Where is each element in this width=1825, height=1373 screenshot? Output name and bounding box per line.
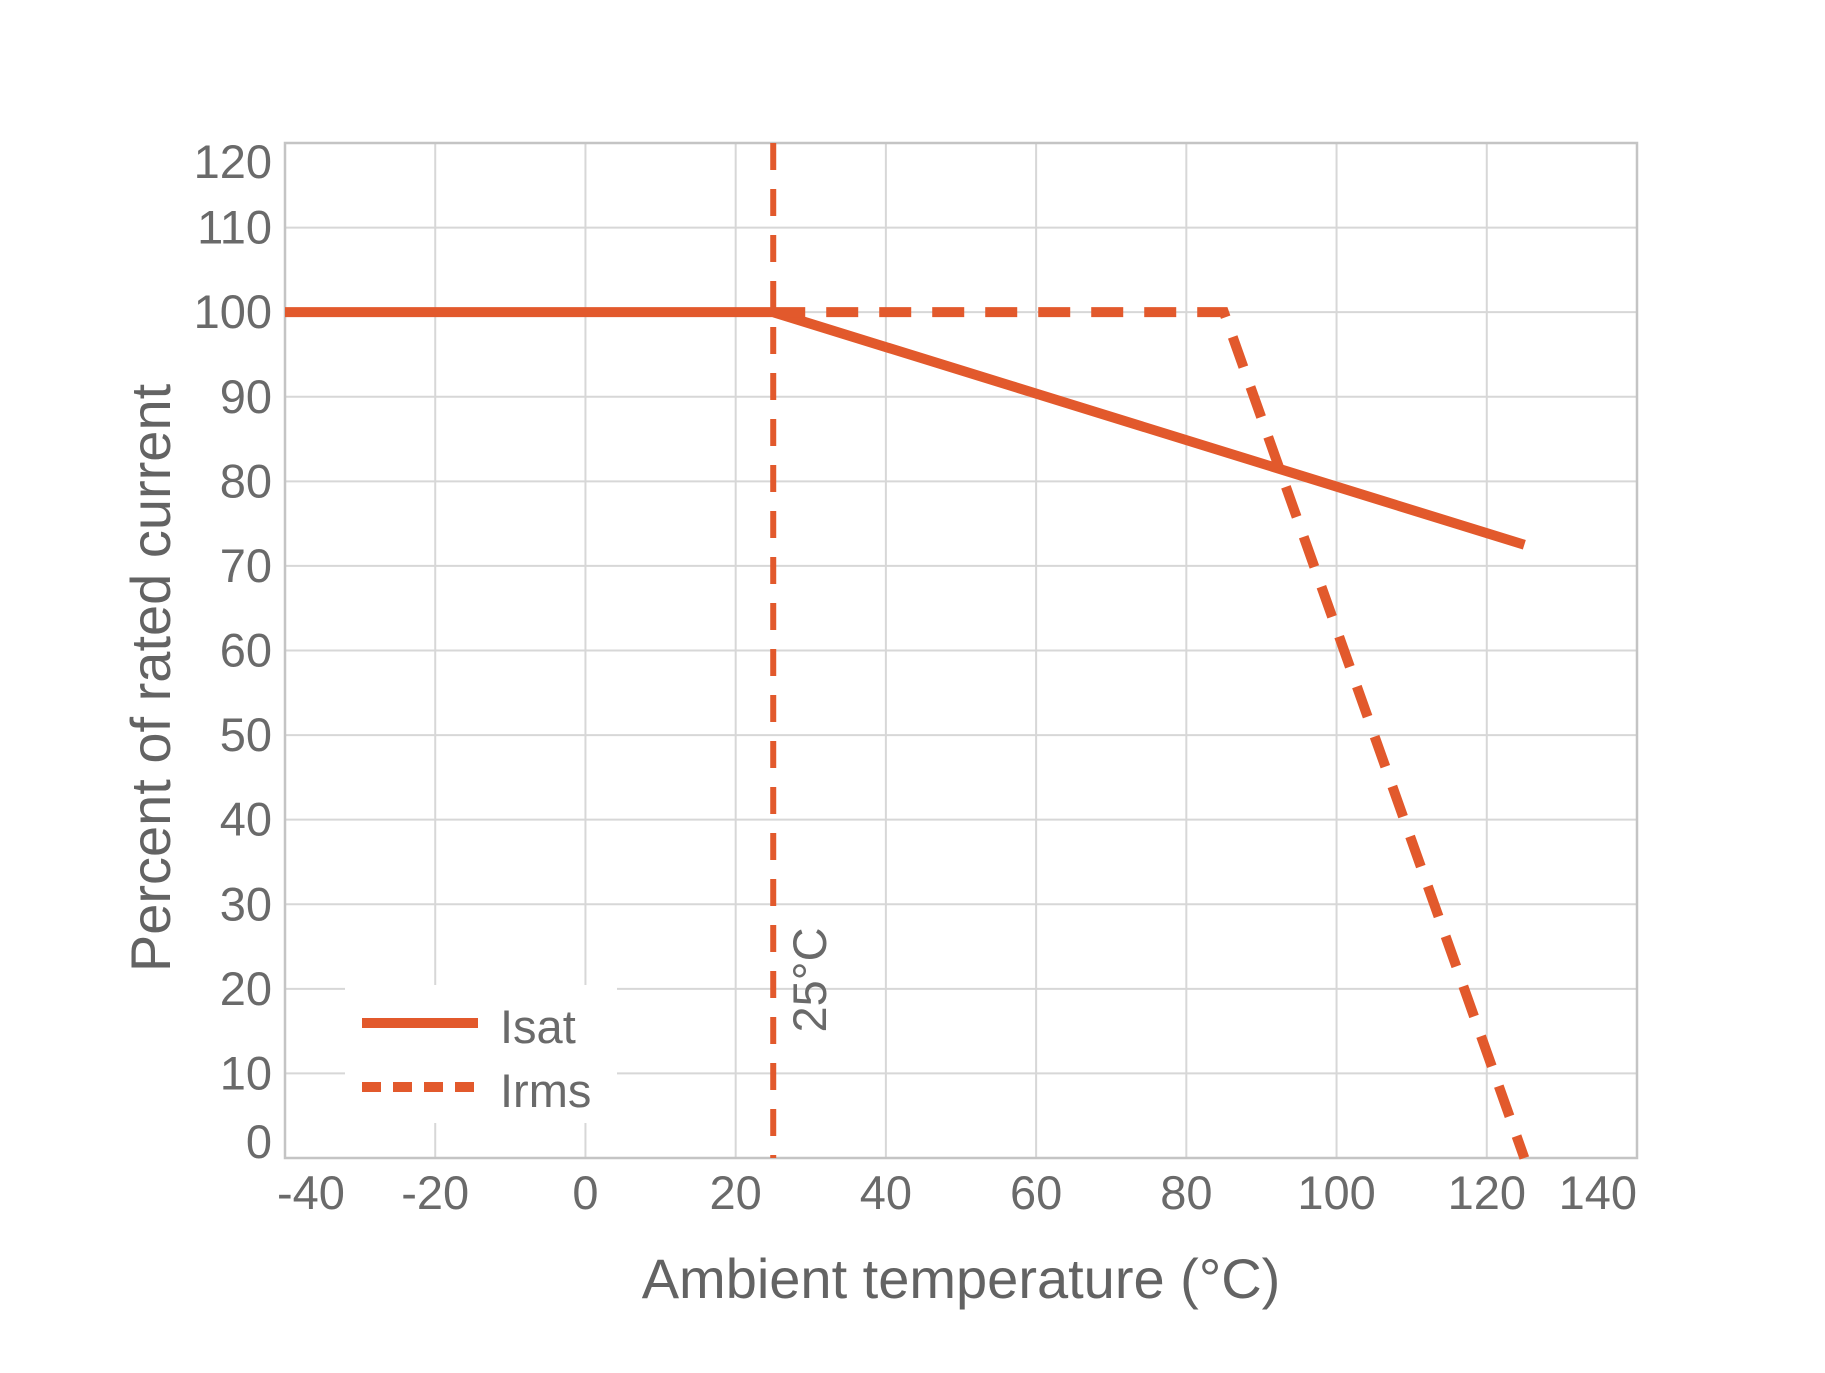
x-tick-label--40: -40: [277, 1166, 345, 1219]
legend-label-irms: Irms: [500, 1064, 591, 1117]
x-tick-label-0: 0: [572, 1166, 598, 1219]
legend: Isat Irms: [345, 985, 617, 1123]
ref-line-label: 25°C: [783, 927, 836, 1032]
x-tick-label-60: 60: [1010, 1166, 1062, 1219]
legend-box: [345, 985, 617, 1123]
tick-labels: -40 -20 0 20 40 60 80 100 120 140 0 10 20 30 40 50 60 70 8…: [194, 135, 1637, 1219]
y-tick-label-0: 0: [246, 1115, 272, 1168]
irms-line: [773, 307, 1530, 1160]
y-tick-label-70: 70: [220, 539, 272, 592]
y-tick-label-40: 40: [220, 793, 272, 846]
x-tick-label-20: 20: [710, 1166, 762, 1219]
y-tick-label-60: 60: [220, 624, 272, 677]
y-tick-label-90: 90: [220, 370, 272, 423]
series-layer: [285, 143, 1530, 1160]
plot-border-layer: [283, 141, 1639, 1160]
legend-label-isat: Isat: [500, 1000, 576, 1053]
x-tick-label-120: 120: [1448, 1166, 1526, 1219]
y-tick-label-20: 20: [220, 962, 272, 1015]
isat-line: [285, 307, 1526, 550]
y-tick-label-110: 110: [197, 201, 272, 254]
x-tick-label-80: 80: [1160, 1166, 1212, 1219]
y-tick-label-100: 100: [194, 285, 272, 338]
y-tick-label-10: 10: [220, 1046, 272, 1099]
x-tick-label-100: 100: [1297, 1166, 1375, 1219]
y-tick-label-50: 50: [220, 708, 272, 761]
x-tick-label-140: 140: [1559, 1166, 1637, 1219]
x-tick-label--20: -20: [401, 1166, 469, 1219]
y-axis-title: Percent of rated current: [119, 383, 182, 972]
y-tick-label-120: 120: [194, 135, 272, 188]
x-axis-title: Ambient temperature (°C): [642, 1247, 1281, 1310]
y-tick-label-30: 30: [220, 877, 272, 930]
y-tick-label-80: 80: [220, 454, 272, 507]
x-tick-label-40: 40: [860, 1166, 912, 1219]
plot-border: [283, 141, 1639, 1160]
